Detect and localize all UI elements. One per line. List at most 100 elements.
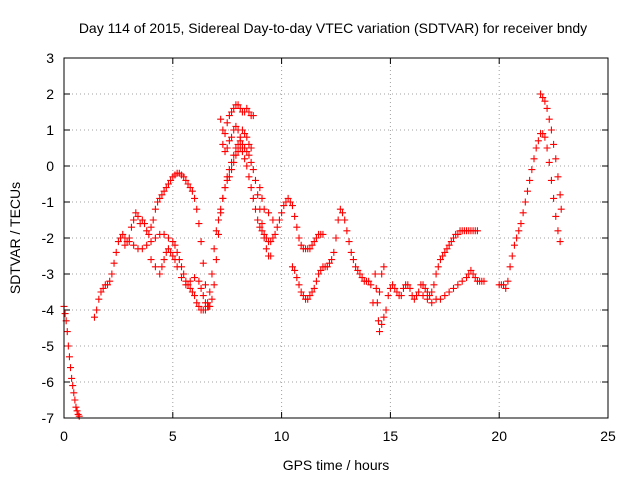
data-point (97, 288, 105, 296)
data-point (104, 281, 112, 289)
data-point (554, 227, 562, 235)
data-point (267, 252, 275, 260)
data-point (380, 313, 388, 321)
data-point (221, 148, 229, 156)
data-point (297, 241, 305, 249)
data-point (219, 140, 227, 148)
data-point (382, 306, 390, 314)
data-point (151, 234, 159, 242)
data-point (415, 288, 423, 296)
data-point (225, 112, 233, 120)
data-point (158, 191, 166, 199)
data-point (445, 241, 453, 249)
y-tick-label: 3 (46, 50, 54, 66)
data-point (275, 216, 283, 224)
data-point (188, 288, 196, 296)
data-point (430, 281, 438, 289)
data-point (310, 238, 318, 246)
data-point (269, 216, 277, 224)
data-point (201, 306, 209, 314)
data-point (223, 144, 231, 152)
data-point (410, 295, 418, 303)
data-point (112, 248, 120, 256)
data-point (243, 133, 251, 141)
y-tick-label: -5 (42, 338, 55, 354)
data-point (265, 209, 273, 217)
data-point (526, 176, 534, 184)
data-point (297, 288, 305, 296)
data-point (306, 292, 314, 300)
data-point (228, 108, 236, 116)
data-point (191, 274, 199, 282)
data-point (450, 284, 458, 292)
data-point (180, 270, 188, 278)
data-point (151, 205, 159, 213)
data-point (454, 281, 462, 289)
data-point (336, 205, 344, 213)
data-point (219, 194, 227, 202)
y-tick-label: 2 (46, 86, 54, 102)
data-point (286, 198, 294, 206)
data-point (182, 176, 190, 184)
data-point (434, 263, 442, 271)
data-point (334, 216, 342, 224)
data-point (504, 277, 512, 285)
data-point (245, 151, 253, 159)
data-point (288, 202, 296, 210)
data-point (214, 230, 222, 238)
data-point (397, 292, 405, 300)
x-tick-label: 0 (60, 428, 68, 444)
data-point (238, 126, 246, 134)
y-tick-label: -7 (42, 410, 55, 426)
data-point (130, 216, 138, 224)
data-point (552, 155, 560, 163)
data-point (243, 148, 251, 156)
data-point (241, 144, 249, 152)
data-point (65, 353, 73, 361)
data-point (343, 227, 351, 235)
data-point (454, 230, 462, 238)
data-point (256, 184, 264, 192)
data-point (73, 407, 81, 415)
data-point (450, 234, 458, 242)
data-point (160, 230, 168, 238)
data-point (223, 119, 231, 127)
data-point (158, 263, 166, 271)
data-point (186, 284, 194, 292)
data-point (230, 151, 238, 159)
data-point (267, 238, 275, 246)
data-point (217, 115, 225, 123)
data-point (249, 112, 257, 120)
data-point (319, 230, 327, 238)
data-point (339, 209, 347, 217)
data-point (238, 140, 246, 148)
y-tick-label: -4 (42, 302, 55, 318)
data-point (428, 299, 436, 307)
data-point (515, 227, 523, 235)
data-point (436, 256, 444, 264)
data-point (541, 133, 549, 141)
data-point (323, 263, 331, 271)
data-point (147, 256, 155, 264)
data-point (191, 292, 199, 300)
data-point (195, 302, 203, 310)
data-point (212, 256, 220, 264)
x-axis-label: GPS time / hours (283, 457, 390, 473)
data-point (95, 295, 103, 303)
data-point (121, 241, 129, 249)
data-point (71, 396, 79, 404)
data-point (513, 234, 521, 242)
data-point (345, 238, 353, 246)
data-point (260, 205, 268, 213)
data-point (245, 140, 253, 148)
data-point (260, 234, 268, 242)
data-point (467, 266, 475, 274)
data-point (249, 166, 257, 174)
data-points (60, 90, 565, 420)
data-point (299, 292, 307, 300)
data-point (164, 234, 172, 242)
data-point (384, 292, 392, 300)
data-point (404, 281, 412, 289)
y-tick-label: 1 (46, 122, 54, 138)
x-tick-label: 5 (169, 428, 177, 444)
